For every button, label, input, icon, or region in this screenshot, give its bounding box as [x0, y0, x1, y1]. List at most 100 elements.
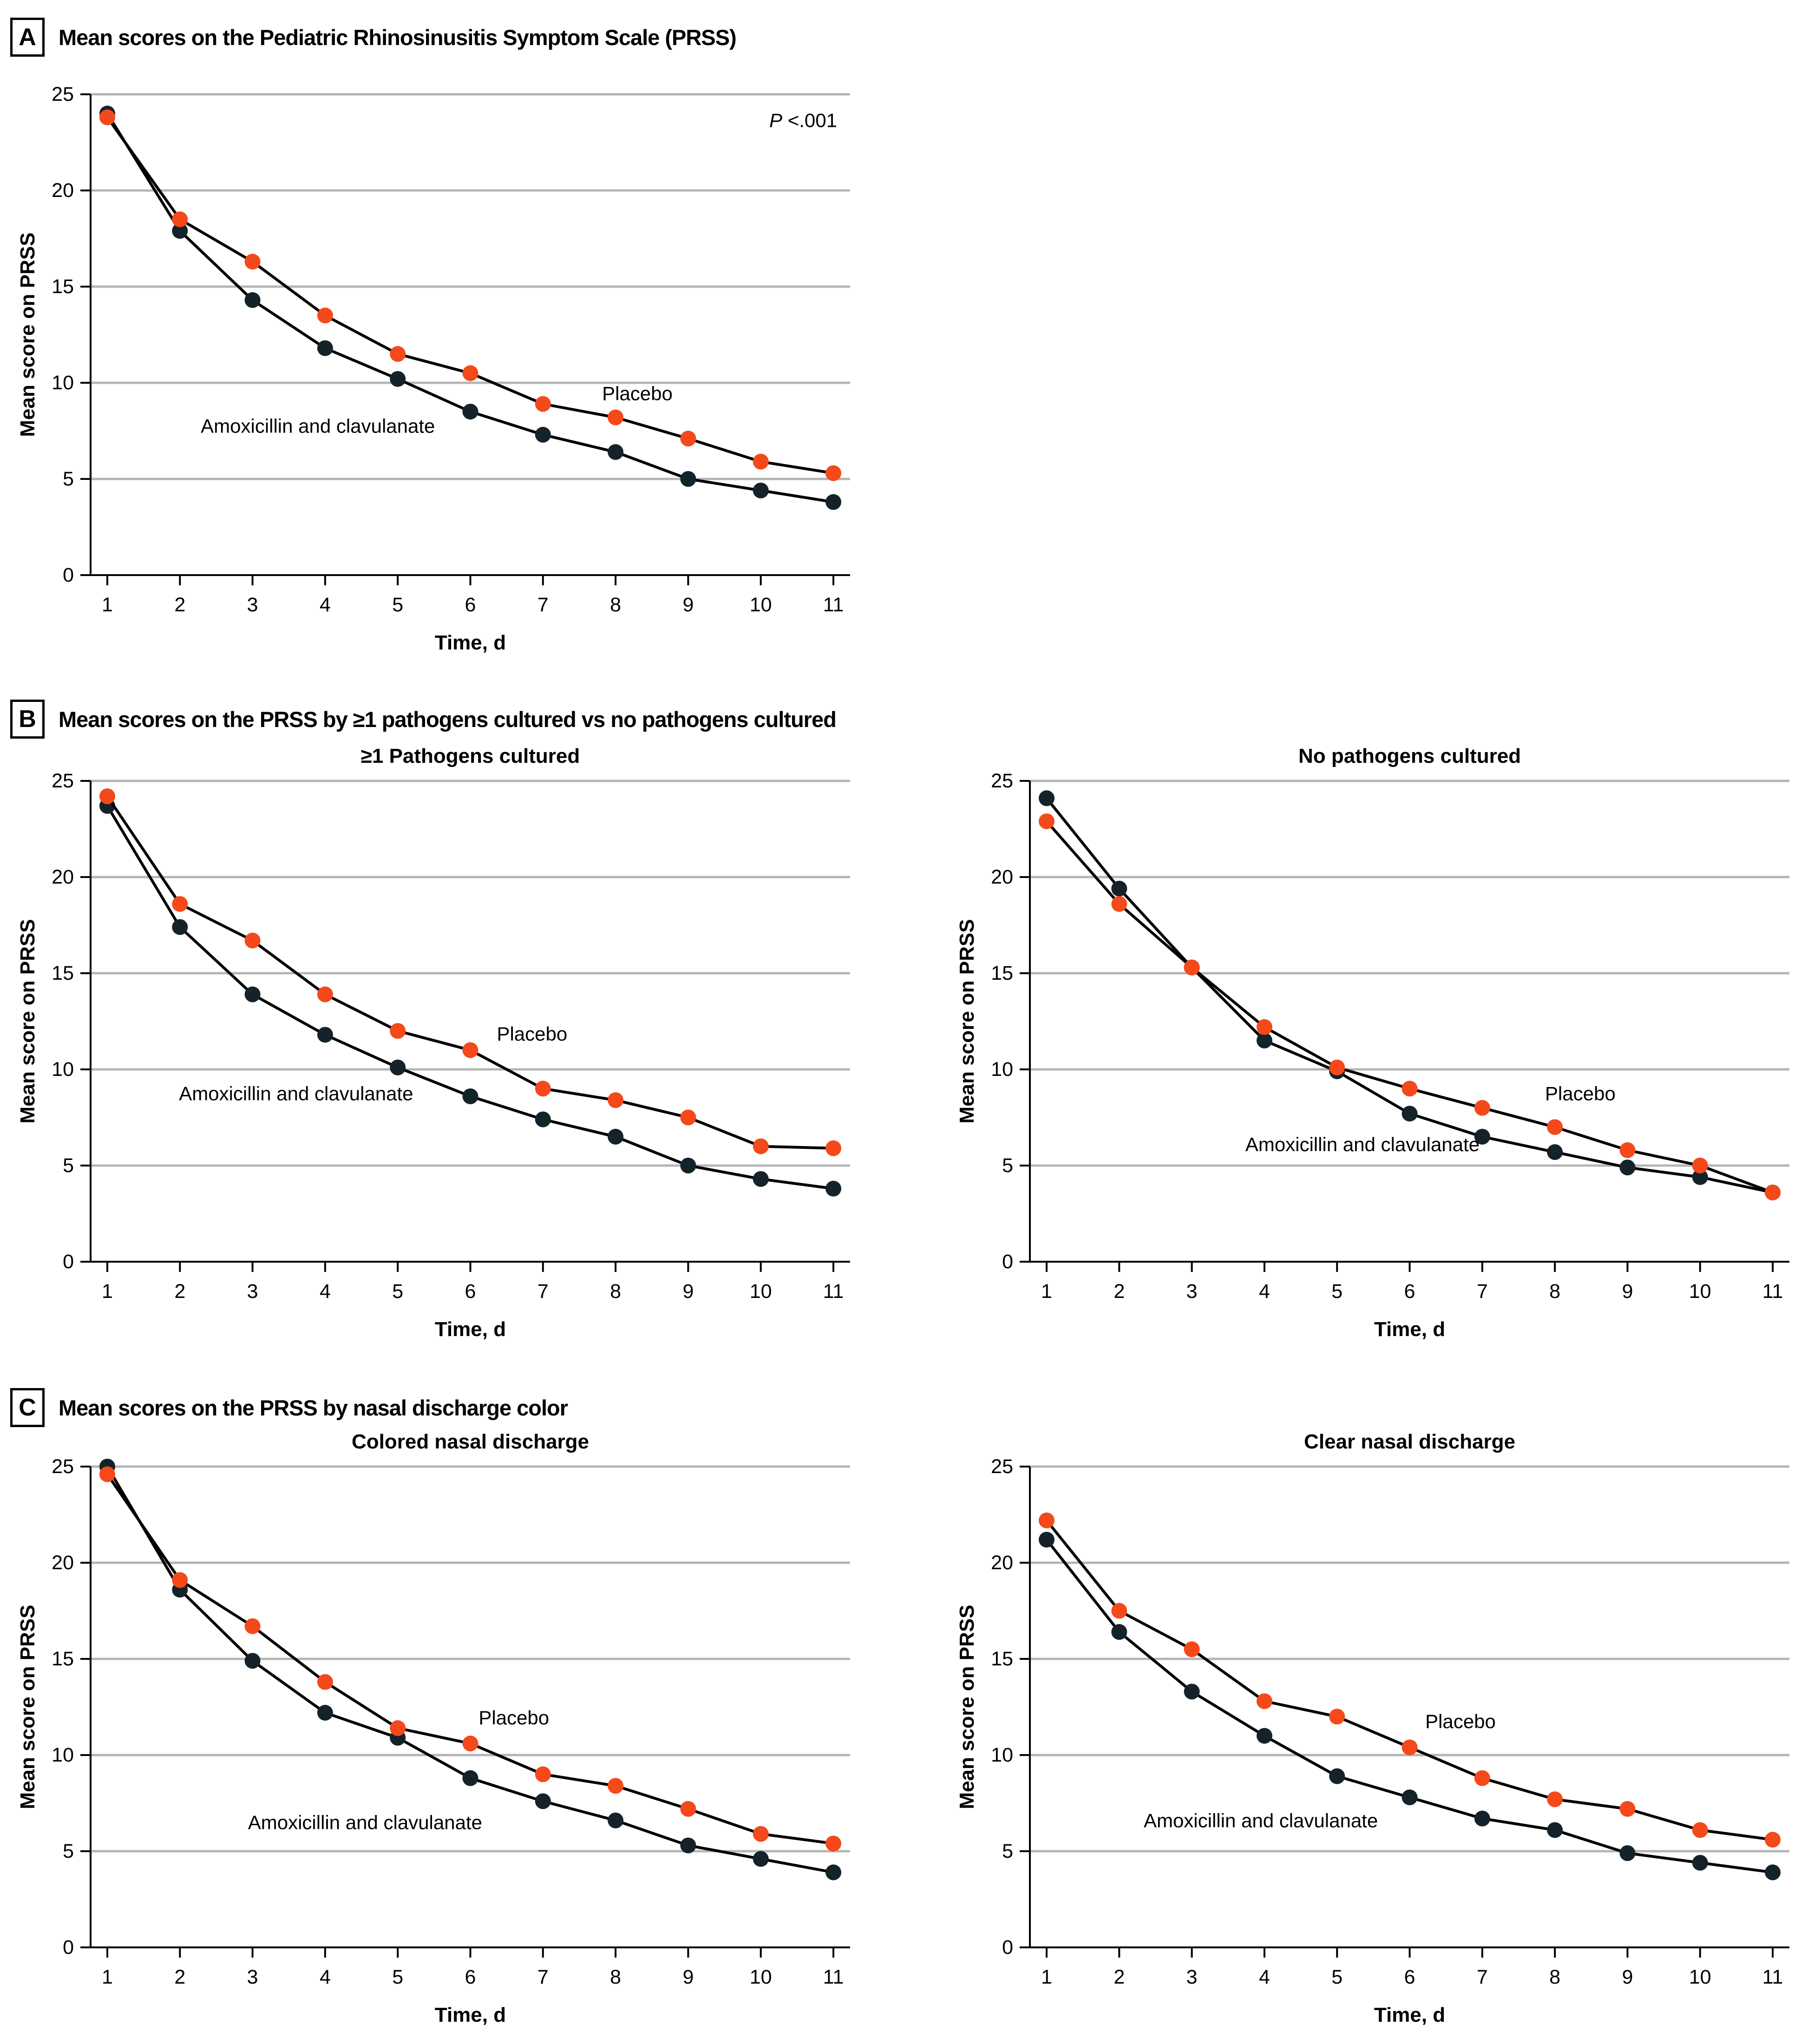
- y-tick-label-15: 15: [991, 962, 1013, 984]
- chart-pathogens-cultured: ≥1 Pathogens cultured 0 5 10 15 20 25 1 2 3 4 5 6 7 8 9…: [14, 741, 869, 1341]
- x-tick-label-1: 1: [1041, 1280, 1052, 1303]
- x-tick-label-2: 2: [174, 1280, 185, 1303]
- x-tick-label-4: 4: [320, 594, 331, 616]
- x-tick-label-7: 7: [1477, 1280, 1488, 1303]
- x-tick-label-9: 9: [1622, 1966, 1633, 1988]
- y-tick-label-20: 20: [52, 179, 74, 202]
- chart-subtitle: Colored nasal discharge: [352, 1430, 589, 1453]
- data-point-amoxicillin-day-4: [317, 1704, 333, 1721]
- x-tick-label-4: 4: [320, 1966, 331, 1988]
- data-point-placebo-day-3: [1184, 1641, 1200, 1657]
- y-axis-title: Mean score on PRSS: [16, 919, 39, 1123]
- data-point-amoxicillin-day-10: [753, 1851, 769, 1867]
- data-point-amoxicillin-day-10: [753, 482, 769, 498]
- data-point-amoxicillin-day-9: [680, 1158, 696, 1173]
- data-point-amoxicillin-day-11: [825, 1864, 841, 1880]
- data-point-amoxicillin-day-4: [317, 1027, 333, 1043]
- data-point-placebo-day-10: [1692, 1822, 1708, 1838]
- y-tick-label-15: 15: [52, 962, 74, 984]
- data-point-amoxicillin-day-9: [680, 471, 696, 487]
- x-tick-label-3: 3: [247, 1280, 258, 1303]
- data-point-placebo-day-10: [1692, 1158, 1708, 1173]
- data-point-amoxicillin-day-2: [1111, 1624, 1127, 1640]
- y-axis-title: Mean score on PRSS: [16, 1605, 39, 1809]
- series-label-placebo: Placebo: [1425, 1710, 1496, 1732]
- x-tick-label-10: 10: [1689, 1280, 1711, 1303]
- panel-a-label: A: [10, 18, 45, 57]
- data-point-placebo-day-7: [1474, 1100, 1490, 1116]
- x-tick-label-1: 1: [102, 1280, 113, 1303]
- panel-a-header: A Mean scores on the Pediatric Rhinosinu…: [10, 18, 737, 57]
- data-point-placebo-day-7: [535, 1081, 551, 1097]
- data-point-placebo-day-2: [172, 1572, 188, 1588]
- panel-b-title: Mean scores on the PRSS by ≥1 pathogens …: [59, 707, 837, 732]
- x-tick-label-2: 2: [1114, 1966, 1125, 1988]
- x-tick-label-10: 10: [750, 594, 772, 616]
- x-tick-label-3: 3: [247, 1966, 258, 1988]
- data-point-amoxicillin-day-6: [1402, 1106, 1418, 1122]
- y-tick-label-20: 20: [52, 1552, 74, 1574]
- y-tick-label-5: 5: [1002, 1154, 1013, 1177]
- data-point-placebo-day-10: [753, 453, 769, 470]
- data-point-amoxicillin-day-8: [608, 1128, 624, 1145]
- data-point-amoxicillin-day-3: [1184, 1684, 1200, 1700]
- chart-colored-nasal-discharge: Colored nasal discharge 0 5 10 15 20 25 1 2 3 4 5 6 7…: [14, 1427, 869, 2026]
- data-point-placebo-day-11: [825, 465, 841, 481]
- panel-b-label: B: [10, 700, 45, 739]
- x-tick-label-6: 6: [465, 1280, 476, 1303]
- x-tick-label-8: 8: [1549, 1280, 1560, 1303]
- y-axis-title: Mean score on PRSS: [16, 232, 39, 437]
- data-point-amoxicillin-day-6: [462, 1770, 478, 1786]
- x-tick-label-11: 11: [823, 594, 844, 616]
- data-point-amoxicillin-day-2: [172, 919, 188, 935]
- x-tick-label-2: 2: [1114, 1280, 1125, 1303]
- data-point-amoxicillin-day-7: [1474, 1810, 1490, 1827]
- x-axis-title: Time, d: [435, 2004, 506, 2026]
- x-tick-label-9: 9: [682, 594, 694, 616]
- data-point-placebo-day-7: [1474, 1770, 1490, 1786]
- data-point-placebo-day-8: [608, 1778, 624, 1794]
- x-tick-label-10: 10: [1689, 1966, 1711, 1988]
- data-point-amoxicillin-day-6: [462, 404, 478, 420]
- data-point-amoxicillin-day-10: [1692, 1169, 1708, 1185]
- data-point-amoxicillin-day-7: [535, 1111, 551, 1127]
- data-point-amoxicillin-day-3: [244, 1653, 261, 1669]
- y-axis-title: Mean score on PRSS: [956, 919, 978, 1123]
- x-tick-label-1: 1: [102, 594, 113, 616]
- x-tick-label-11: 11: [1762, 1966, 1783, 1988]
- data-point-placebo-day-5: [390, 1720, 406, 1736]
- data-point-placebo-day-6: [462, 365, 478, 381]
- data-point-amoxicillin-day-10: [1692, 1854, 1708, 1871]
- x-tick-label-4: 4: [320, 1280, 331, 1303]
- y-tick-label-15: 15: [991, 1648, 1013, 1670]
- data-point-amoxicillin-day-4: [317, 340, 333, 356]
- series-label-placebo: Placebo: [602, 382, 673, 404]
- data-point-amoxicillin-day-9: [680, 1837, 696, 1854]
- chart-subtitle: Clear nasal discharge: [1304, 1430, 1515, 1453]
- data-point-amoxicillin-day-5: [390, 371, 406, 387]
- chart-svg: Clear nasal discharge 0 5 10 15 20 25 1 2 3 4 5 6 7 8 9…: [956, 1430, 1789, 2026]
- data-point-amoxicillin-day-8: [608, 444, 624, 460]
- data-point-amoxicillin-day-9: [1619, 1160, 1636, 1176]
- x-tick-label-9: 9: [682, 1966, 694, 1988]
- data-point-amoxicillin-day-11: [1765, 1864, 1781, 1880]
- chart-clear-nasal-discharge: Clear nasal discharge 0 5 10 15 20 25 1 2 3 4 5 6 7 8 9…: [953, 1427, 1808, 2026]
- y-tick-label-10: 10: [52, 1744, 74, 1766]
- data-point-placebo-day-6: [462, 1042, 478, 1058]
- data-point-placebo-day-11: [825, 1140, 841, 1156]
- data-point-placebo-day-4: [317, 1674, 333, 1690]
- data-point-amoxicillin-day-11: [825, 494, 841, 510]
- data-point-placebo-day-3: [244, 254, 261, 270]
- p-value-annotation: P <.001: [769, 109, 837, 131]
- chart-subtitle: ≥1 Pathogens cultured: [361, 745, 580, 767]
- series-label-placebo: Placebo: [1545, 1082, 1616, 1104]
- data-point-amoxicillin-day-6: [1402, 1789, 1418, 1806]
- data-point-placebo-day-8: [1547, 1791, 1563, 1808]
- x-tick-label-5: 5: [392, 594, 403, 616]
- x-tick-label-11: 11: [823, 1966, 844, 1988]
- data-point-placebo-day-2: [1111, 896, 1127, 912]
- data-point-placebo-day-5: [1329, 1709, 1345, 1725]
- data-point-amoxicillin-day-8: [1547, 1144, 1563, 1160]
- panel-b-header: B Mean scores on the PRSS by ≥1 pathogen…: [10, 700, 837, 739]
